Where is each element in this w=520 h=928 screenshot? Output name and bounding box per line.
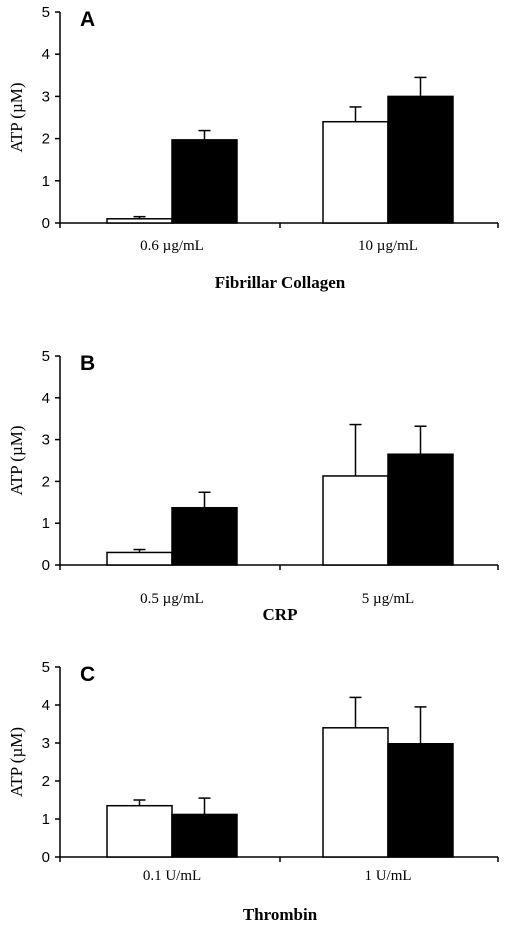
y-tick-label: 4 <box>42 46 50 63</box>
bar-filled-2 <box>387 453 454 566</box>
bar-filled-2 <box>387 743 454 858</box>
panel-label: C <box>80 663 95 686</box>
y-tick-label: 0 <box>42 215 50 232</box>
bar-open-1 <box>106 804 173 858</box>
bar-open-1 <box>106 551 173 566</box>
y-tick-label: 3 <box>42 735 50 752</box>
y-tick-label: 1 <box>42 811 50 828</box>
x-category-label: 0.1 U/mL <box>143 868 201 884</box>
y-tick-label: 2 <box>42 131 50 148</box>
bar-open-2 <box>322 120 389 224</box>
y-axis-title: ATP (µM) <box>7 425 26 495</box>
chart-panel-c: C 0 1 2 3 4 5 ATP (µM) 0.1 U/mL 1 U/mL Thrombin <box>7 659 499 924</box>
y-tick-label: 4 <box>42 697 50 714</box>
y-tick-label: 3 <box>42 88 50 105</box>
y-tick-label: 5 <box>42 348 50 365</box>
panel-label: A <box>80 8 95 31</box>
bar-filled-1 <box>171 506 238 566</box>
x-category-label: 10 µg/mL <box>358 238 418 254</box>
x-category-label: 0.5 µg/mL <box>140 591 204 607</box>
x-axis-title: Fibrillar Collagen <box>215 273 346 292</box>
x-category-label: 5 µg/mL <box>362 591 414 607</box>
panel-label: B <box>80 352 95 375</box>
y-tick-label: 0 <box>42 849 50 866</box>
x-axis-title: CRP <box>263 605 298 624</box>
y-tick-label: 1 <box>42 515 50 532</box>
bar-filled-1 <box>171 813 238 858</box>
y-axis-title: ATP (µM) <box>7 82 26 152</box>
y-tick-label: 5 <box>42 4 50 21</box>
y-tick-label: 1 <box>42 173 50 190</box>
y-tick-label: 0 <box>42 557 50 574</box>
y-tick-label: 2 <box>42 773 50 790</box>
chart-panel-b: B 0 1 2 3 4 5 ATP (µM) 0.5 µg/mL 5 µg/mL CRP <box>7 348 499 624</box>
bar-open-1 <box>106 218 173 224</box>
x-axis-title: Thrombin <box>243 905 318 924</box>
x-category-label: 0.6 µg/mL <box>140 238 204 254</box>
y-axis-title: ATP (µM) <box>7 727 26 797</box>
chart-panel-a: A 0 1 2 3 4 5 ATP (µM) 0.6 µg/mL 10 µg/mL Fibrilla… <box>7 4 499 292</box>
bar-filled-1 <box>171 139 238 224</box>
y-tick-label: 5 <box>42 659 50 676</box>
y-tick-label: 3 <box>42 432 50 449</box>
bar-filled-2 <box>387 95 454 224</box>
x-category-label: 1 U/mL <box>364 868 411 884</box>
bar-open-2 <box>322 727 389 858</box>
y-tick-label: 2 <box>42 473 50 490</box>
bar-open-2 <box>322 475 389 566</box>
y-tick-label: 4 <box>42 390 50 407</box>
